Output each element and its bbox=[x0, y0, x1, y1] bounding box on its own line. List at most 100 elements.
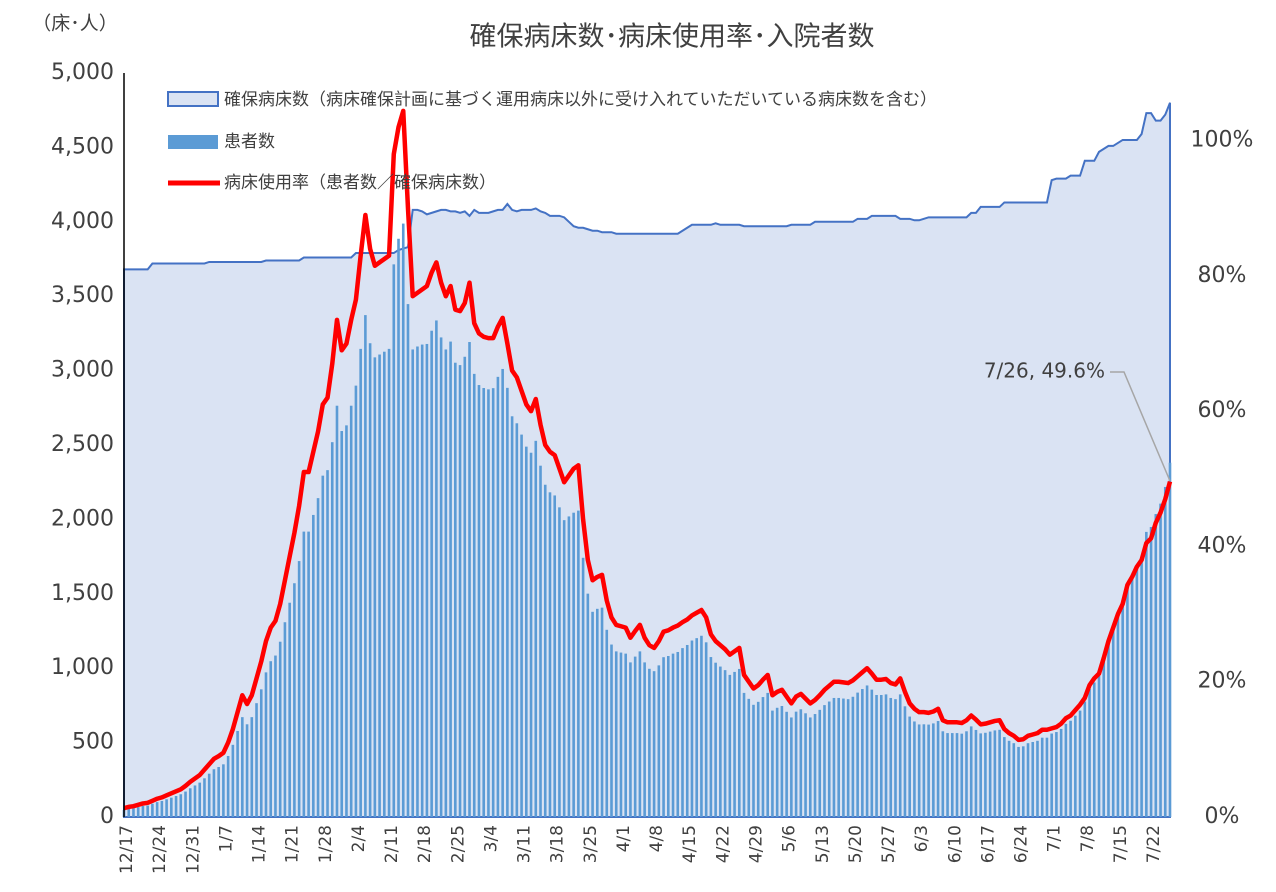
bar bbox=[170, 797, 173, 817]
y2-tick-label: 0% bbox=[1205, 804, 1240, 829]
bar bbox=[174, 796, 178, 817]
x-tick-label: 3/18 bbox=[548, 825, 568, 863]
bar bbox=[312, 514, 315, 817]
bar bbox=[1064, 723, 1068, 817]
bar bbox=[704, 642, 708, 817]
bar bbox=[856, 692, 859, 817]
legend: 確保病床数（病床確保計画に基づく運用病床以外に受け入れていただいている病床数を含… bbox=[167, 90, 937, 193]
x-tick-label: 5/27 bbox=[879, 825, 899, 863]
bar bbox=[472, 373, 476, 817]
y-tick-label: 500 bbox=[72, 730, 114, 755]
bar bbox=[733, 671, 736, 817]
bar bbox=[1145, 531, 1148, 817]
bar bbox=[695, 638, 698, 817]
bar bbox=[425, 343, 429, 817]
bar bbox=[629, 662, 632, 817]
bar bbox=[591, 611, 594, 817]
bar bbox=[624, 653, 628, 817]
bar bbox=[1055, 732, 1058, 817]
bar bbox=[236, 730, 239, 817]
x-tick-label: 6/17 bbox=[978, 825, 998, 863]
bar bbox=[454, 362, 457, 817]
bar bbox=[562, 520, 566, 817]
bar bbox=[808, 717, 812, 817]
bar bbox=[889, 697, 893, 817]
bar bbox=[827, 701, 831, 817]
bar bbox=[1036, 740, 1039, 817]
bar bbox=[894, 699, 897, 817]
bar bbox=[965, 731, 968, 817]
legend-label: 確保病床数（病床確保計画に基づく運用病床以外に受け入れていただいている病床数を含… bbox=[224, 90, 937, 110]
bar bbox=[1140, 557, 1143, 817]
bar bbox=[293, 583, 296, 817]
bar bbox=[226, 755, 230, 817]
bar bbox=[790, 717, 793, 817]
bar bbox=[368, 343, 372, 817]
bar bbox=[477, 385, 481, 817]
bar bbox=[217, 767, 220, 817]
bar bbox=[681, 648, 684, 817]
bar bbox=[349, 405, 353, 817]
bar bbox=[155, 802, 159, 817]
bar bbox=[832, 697, 836, 817]
bar bbox=[723, 670, 727, 817]
x-tick-label: 4/8 bbox=[647, 825, 667, 852]
x-tick-label: 4/29 bbox=[746, 825, 766, 863]
legend-label: 病床使用率（患者数／確保病床数） bbox=[224, 172, 496, 193]
bar bbox=[676, 651, 680, 817]
bar bbox=[491, 388, 495, 817]
bar bbox=[378, 354, 381, 817]
bar bbox=[785, 711, 788, 817]
x-tick-label: 6/3 bbox=[912, 825, 932, 852]
y-tick-label: 5,000 bbox=[51, 60, 114, 85]
bar bbox=[993, 730, 997, 817]
bar bbox=[771, 710, 774, 817]
bar bbox=[652, 671, 656, 817]
y2-tick-label: 60% bbox=[1198, 398, 1247, 423]
x-tick-label: 3/25 bbox=[581, 825, 601, 863]
bar bbox=[1069, 720, 1072, 817]
bar bbox=[1111, 629, 1115, 817]
bar bbox=[998, 729, 1001, 817]
x-tick-label: 5/20 bbox=[846, 825, 866, 863]
bar bbox=[345, 425, 348, 817]
bar bbox=[1154, 514, 1158, 817]
bar bbox=[908, 716, 911, 817]
y-tick-label: 3,000 bbox=[51, 358, 114, 383]
bar bbox=[1003, 737, 1006, 817]
bar bbox=[1116, 614, 1120, 817]
bar bbox=[1026, 743, 1030, 817]
bar bbox=[666, 655, 670, 817]
bar bbox=[1159, 503, 1162, 817]
bar bbox=[274, 655, 277, 817]
bar bbox=[804, 713, 807, 817]
bar bbox=[387, 348, 391, 817]
y-tick-label: 2,500 bbox=[51, 432, 114, 457]
bar bbox=[510, 416, 514, 817]
bar bbox=[487, 389, 490, 817]
bar bbox=[614, 651, 618, 817]
x-tick-label: 4/15 bbox=[680, 825, 700, 863]
bar bbox=[151, 803, 154, 817]
bar bbox=[496, 376, 500, 817]
x-tick-label: 2/18 bbox=[415, 825, 435, 863]
x-tick-label: 12/17 bbox=[117, 825, 137, 874]
bar bbox=[756, 701, 760, 817]
bar bbox=[288, 602, 291, 817]
bar bbox=[728, 674, 732, 817]
bar bbox=[188, 788, 192, 817]
bar bbox=[936, 721, 940, 817]
bar bbox=[132, 808, 135, 817]
bar bbox=[264, 672, 268, 817]
bar bbox=[520, 434, 523, 817]
bar bbox=[941, 731, 945, 817]
y-tick-label: 2,000 bbox=[51, 506, 114, 531]
bar bbox=[250, 717, 254, 817]
bar bbox=[321, 475, 325, 817]
bar bbox=[1050, 733, 1053, 817]
bar bbox=[1126, 584, 1129, 817]
bar bbox=[581, 557, 585, 817]
bar bbox=[813, 714, 817, 817]
x-tick-label: 1/28 bbox=[316, 825, 336, 863]
